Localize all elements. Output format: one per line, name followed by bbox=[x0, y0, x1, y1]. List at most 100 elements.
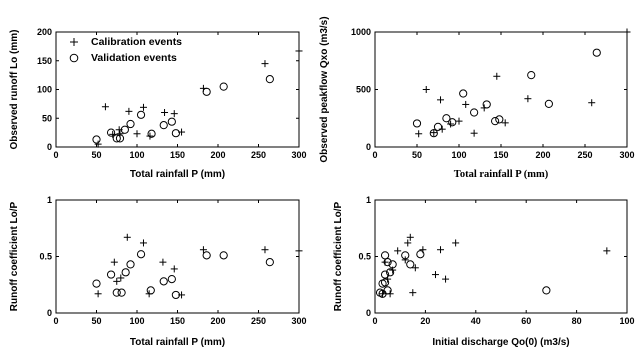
validation-point bbox=[383, 286, 392, 295]
x-tick-label: 250 bbox=[577, 150, 592, 160]
x-tick-label: 200 bbox=[210, 316, 225, 326]
y-tick-label: 150 bbox=[37, 56, 52, 66]
calibration-point bbox=[379, 290, 387, 298]
y-axis-label: Observed runoff Lo (mm) bbox=[9, 29, 20, 149]
x-tick-label: 80 bbox=[572, 316, 582, 326]
legend-label-validation: Validation events bbox=[91, 52, 177, 64]
plot-frame bbox=[374, 31, 628, 148]
x-tick-label: 50 bbox=[91, 150, 101, 160]
x-tick-label: 20 bbox=[420, 316, 430, 326]
calibration-point bbox=[404, 239, 412, 247]
calibration-point bbox=[442, 275, 450, 283]
validation-point bbox=[442, 114, 451, 123]
calibration-point bbox=[161, 109, 169, 116]
y-tick-label: 1 bbox=[366, 195, 371, 205]
validation-point bbox=[265, 75, 274, 84]
calibration-point bbox=[261, 246, 269, 254]
calibration-point bbox=[406, 233, 414, 241]
x-axis-label: Initial discharge Qo(0) (m3/s) bbox=[432, 337, 569, 348]
validation-point bbox=[136, 250, 146, 259]
validation-point bbox=[92, 135, 101, 144]
validation-point bbox=[106, 270, 116, 279]
legend-label-calibration: Calibration events bbox=[91, 36, 182, 48]
y-tick-label: 500 bbox=[356, 85, 371, 95]
validation-point bbox=[136, 110, 146, 119]
validation-point bbox=[126, 260, 135, 269]
calibration-point bbox=[409, 289, 417, 297]
x-tick-label: 100 bbox=[129, 150, 144, 160]
calibration-point bbox=[394, 247, 402, 255]
validation-point bbox=[159, 277, 168, 286]
calibration-point bbox=[146, 132, 154, 140]
x-axis-label: Total rainfall P (mm) bbox=[130, 169, 225, 180]
y-tick-label: 0 bbox=[47, 142, 52, 152]
y-axis-label: Runoff coefficient Lo/P bbox=[9, 201, 20, 311]
calibration-point bbox=[415, 130, 423, 138]
calibration-point bbox=[94, 140, 102, 148]
calibration-point bbox=[139, 239, 147, 247]
calibration-point bbox=[501, 119, 509, 127]
calibration-point bbox=[437, 96, 445, 104]
calibration-point bbox=[524, 95, 532, 103]
validation-point bbox=[542, 286, 551, 295]
calibration-point bbox=[170, 265, 178, 273]
x-axis-label: Total rainfall P (mm) bbox=[130, 337, 225, 348]
x-tick-label: 0 bbox=[372, 150, 377, 160]
validation-point bbox=[416, 250, 425, 259]
y-tick-label: 0.5 bbox=[39, 252, 52, 262]
calibration-point bbox=[588, 99, 596, 107]
validation-point bbox=[112, 134, 121, 143]
x-tick-label: 50 bbox=[412, 150, 422, 160]
calibration-point bbox=[117, 274, 125, 282]
calibration-point bbox=[455, 117, 463, 125]
validation-point bbox=[167, 275, 176, 284]
validation-point bbox=[121, 268, 130, 277]
plot-frame bbox=[55, 199, 300, 314]
calibration-point bbox=[261, 60, 269, 68]
y-tick-label: 100 bbox=[37, 85, 52, 95]
validation-point bbox=[592, 48, 601, 57]
calibration-point bbox=[123, 233, 131, 241]
validation-point bbox=[380, 251, 390, 260]
x-tick-label: 100 bbox=[451, 150, 466, 160]
validation-point bbox=[202, 87, 211, 96]
x-tick-label: 60 bbox=[521, 316, 531, 326]
validation-point bbox=[106, 128, 116, 137]
y-tick-label: 1 bbox=[47, 195, 52, 205]
x-tick-label: 150 bbox=[170, 316, 185, 326]
validation-point bbox=[429, 129, 438, 138]
calibration-point bbox=[437, 246, 445, 254]
x-tick-label: 40 bbox=[471, 316, 481, 326]
validation-point bbox=[92, 279, 101, 288]
legend-marker-plus bbox=[70, 38, 78, 46]
validation-point bbox=[147, 129, 156, 138]
calibration-point bbox=[170, 110, 178, 118]
validation-point bbox=[159, 121, 168, 130]
validation-point bbox=[527, 71, 536, 80]
x-tick-label: 300 bbox=[291, 316, 306, 326]
calibration-point bbox=[493, 72, 501, 80]
validation-point bbox=[495, 115, 504, 124]
validation-point bbox=[388, 260, 397, 269]
calibration-point bbox=[623, 28, 631, 36]
validation-point bbox=[448, 118, 457, 127]
validation-point bbox=[219, 251, 228, 260]
calibration-point bbox=[430, 129, 438, 137]
x-tick-label: 250 bbox=[251, 150, 266, 160]
y-axis-label: Runoff coefficient Lo/P bbox=[333, 201, 344, 311]
validation-point bbox=[459, 89, 468, 98]
validation-point bbox=[433, 122, 443, 131]
calibration-point bbox=[109, 130, 117, 138]
validation-point bbox=[482, 100, 491, 109]
validation-point bbox=[171, 290, 180, 300]
panel-peakflow-vs-rainfall: 0 50 100 150 200 250 300 0 500 1000 Total rainfall… bbox=[319, 16, 635, 180]
validation-point bbox=[126, 119, 135, 129]
legend: Calibration events Validation events bbox=[69, 36, 182, 64]
x-tick-label: 100 bbox=[619, 316, 634, 326]
legend-marker-circle bbox=[69, 53, 79, 63]
x-tick-label: 100 bbox=[129, 316, 144, 326]
y-axis-label: Observed peakflow Qxo (m3/s) bbox=[319, 16, 330, 162]
validation-point bbox=[167, 117, 176, 126]
x-tick-label: 300 bbox=[619, 150, 634, 160]
validation-point bbox=[380, 278, 390, 287]
